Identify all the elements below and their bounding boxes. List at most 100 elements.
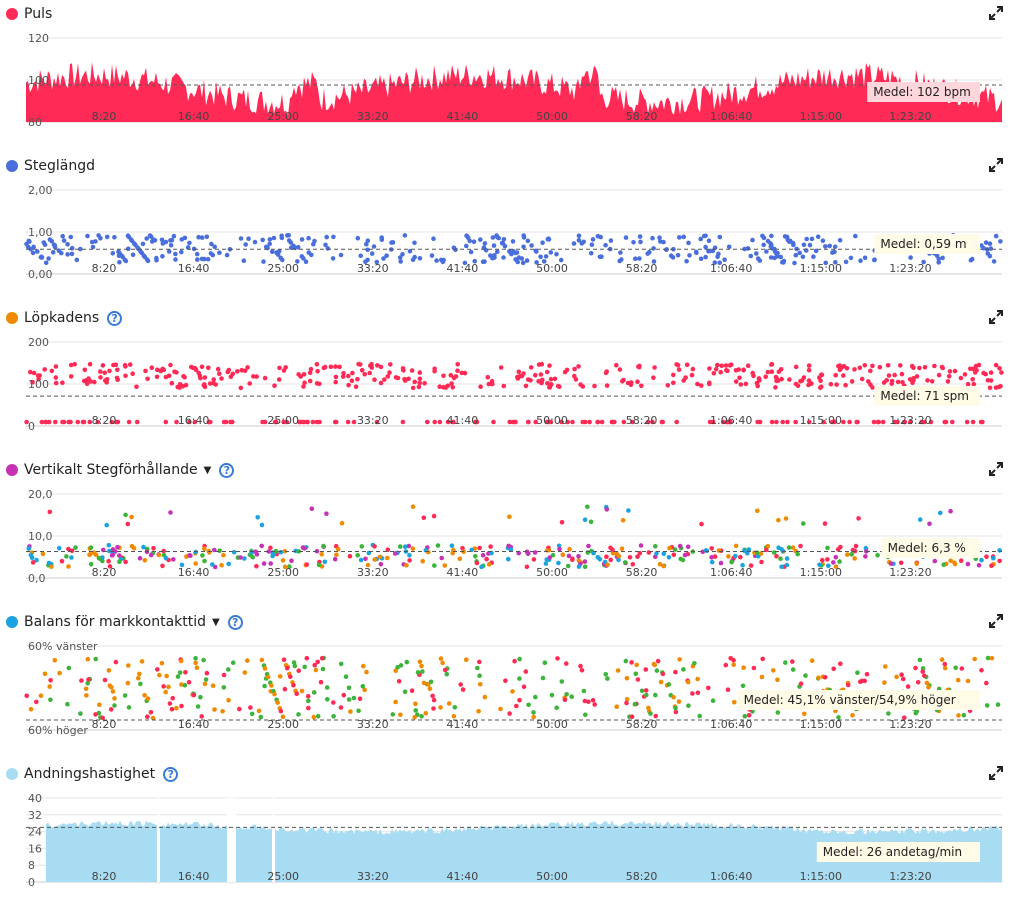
data-point xyxy=(69,555,74,560)
data-point xyxy=(885,363,891,368)
data-point xyxy=(485,374,491,380)
data-point xyxy=(413,701,418,707)
data-point xyxy=(449,543,455,548)
data-point xyxy=(238,555,243,560)
help-icon[interactable]: ? xyxy=(219,462,235,478)
data-point xyxy=(168,362,173,368)
dropdown-caret-icon[interactable]: ▼ xyxy=(203,464,212,476)
data-point xyxy=(540,675,546,681)
data-point xyxy=(42,242,48,247)
data-point xyxy=(658,679,664,685)
expand-icon[interactable] xyxy=(989,158,1003,172)
data-point xyxy=(857,365,863,371)
data-point xyxy=(450,385,456,390)
help-icon[interactable]: ? xyxy=(227,614,243,630)
help-icon[interactable]: ? xyxy=(163,766,179,782)
data-point xyxy=(823,260,828,266)
data-point xyxy=(339,520,345,526)
data-point xyxy=(517,697,522,703)
data-point xyxy=(311,714,317,720)
data-point xyxy=(438,705,443,710)
data-point xyxy=(552,376,558,382)
expand-icon[interactable] xyxy=(989,310,1003,324)
data-point xyxy=(412,240,417,246)
data-point xyxy=(538,372,544,377)
data-point xyxy=(115,544,120,550)
data-point xyxy=(925,378,930,383)
data-point xyxy=(936,260,941,265)
data-point xyxy=(741,665,746,670)
y-tick-label: 10,0 xyxy=(28,530,53,543)
data-point xyxy=(889,378,895,384)
data-point xyxy=(764,249,769,254)
data-point xyxy=(300,419,306,425)
data-point xyxy=(580,384,586,389)
data-point xyxy=(525,419,531,425)
x-tick-label: 1:15:00 xyxy=(800,718,842,731)
data-point xyxy=(333,374,339,380)
data-point xyxy=(482,241,488,246)
data-point xyxy=(107,368,112,374)
data-point xyxy=(684,362,690,368)
data-point xyxy=(673,705,678,711)
data-point xyxy=(778,254,784,260)
data-point xyxy=(145,696,151,701)
data-point xyxy=(772,255,777,261)
data-point xyxy=(138,681,143,687)
y-tick-label: 80 xyxy=(28,116,42,129)
data-point xyxy=(88,545,94,550)
expand-icon[interactable] xyxy=(989,614,1003,628)
dropdown-caret-icon[interactable]: ▼ xyxy=(212,616,220,628)
data-point xyxy=(335,546,341,552)
data-point xyxy=(31,370,37,376)
data-point xyxy=(42,367,47,372)
expand-icon[interactable] xyxy=(989,766,1003,780)
data-point xyxy=(265,674,271,680)
data-point xyxy=(486,381,492,387)
data-point xyxy=(825,557,830,562)
data-point xyxy=(515,374,520,380)
data-point xyxy=(304,655,310,661)
data-point xyxy=(187,419,192,425)
data-point xyxy=(588,250,594,256)
data-point xyxy=(40,551,46,557)
data-point xyxy=(202,558,207,564)
data-point xyxy=(30,250,36,256)
series-color-dot xyxy=(6,8,18,20)
data-point xyxy=(726,554,731,559)
panel-vertikalt-stegf-rh-llande: Vertikalt Stegförhållande ▼? 20,0 10,0 0,0 8:… xyxy=(0,456,1013,608)
help-icon[interactable]: ? xyxy=(107,310,123,326)
data-point xyxy=(841,373,846,378)
data-point xyxy=(868,368,873,374)
data-point xyxy=(529,243,534,248)
data-point xyxy=(126,246,131,252)
data-point xyxy=(647,249,652,255)
data-point xyxy=(913,665,918,671)
data-point xyxy=(690,691,695,696)
data-point xyxy=(899,672,904,677)
data-point xyxy=(533,419,538,425)
data-point xyxy=(253,549,258,554)
data-point xyxy=(564,367,570,373)
expand-icon[interactable] xyxy=(989,6,1003,20)
data-point xyxy=(356,708,361,714)
data-point xyxy=(100,555,105,560)
data-point xyxy=(402,378,408,383)
x-tick-label: 50:00 xyxy=(536,110,568,123)
data-point xyxy=(809,658,815,663)
data-point xyxy=(748,563,754,568)
panel-header: Vertikalt Stegförhållande ▼? xyxy=(6,460,235,480)
x-tick-label: 1:15:00 xyxy=(800,262,842,275)
data-point xyxy=(686,703,691,708)
y-tick-label: 200 xyxy=(28,336,49,349)
data-point xyxy=(296,712,301,717)
expand-icon[interactable] xyxy=(989,462,1003,476)
data-point xyxy=(89,239,95,245)
data-point xyxy=(854,419,859,425)
data-point xyxy=(355,553,361,558)
data-point xyxy=(175,384,180,390)
data-point xyxy=(261,561,267,566)
data-point xyxy=(922,419,927,425)
data-point xyxy=(440,660,445,666)
data-point xyxy=(917,365,922,371)
